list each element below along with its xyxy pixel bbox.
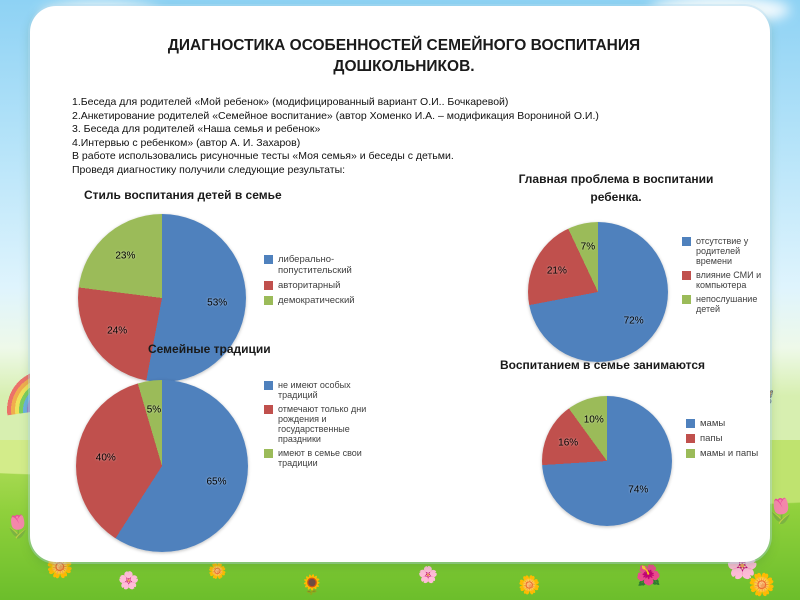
- legend-swatch: [264, 449, 273, 458]
- pie-percent-label: 5%: [146, 404, 162, 416]
- pie-percent-label: 21%: [546, 265, 567, 277]
- legend-swatch: [682, 271, 691, 280]
- legend-label: непослушание детей: [696, 294, 758, 314]
- page-title-line1: ДИАГНОСТИКА ОСОБЕННОСТЕЙ СЕМЕЙНОГО ВОСПИ…: [167, 37, 641, 54]
- legend-swatch: [686, 434, 695, 443]
- chart-legend: либерально-попустительский авторитарный де…: [264, 254, 388, 306]
- flower-icon: 🌸: [418, 567, 438, 584]
- chart-legend: отсутствие у родителей времени влияние СМ…: [682, 236, 768, 314]
- legend-swatch: [264, 255, 273, 264]
- pie-percent-label: 10%: [583, 414, 604, 426]
- legend-label: отмечают только дни рождения и государст…: [278, 404, 367, 444]
- legend-swatch: [682, 295, 691, 304]
- chart-title: Воспитанием в семье занимаются: [500, 358, 706, 372]
- page-title-line2: ДОШКОЛЬНИКОВ.: [333, 57, 475, 75]
- flower-icon: 🌼: [748, 572, 776, 597]
- legend-swatch: [264, 381, 273, 390]
- chart-parenting-style: Стиль воспитания детей в семье 53% 24% 23%…: [68, 186, 408, 382]
- legend-item: влияние СМИ и компьютера: [682, 270, 768, 290]
- chart-family-traditions: Семейные традиции 65% 40% 5% не имеют особ…: [68, 340, 408, 552]
- pie-percent-label: 72%: [623, 315, 644, 327]
- legend-label: отсутствие у родителей времени: [696, 236, 749, 266]
- chart-main-problem: Главная проблема в воспитании ребенка. 7…: [486, 170, 768, 362]
- intro-line: 3. Беседа для родителей «Наша семья и ре…: [72, 123, 321, 135]
- chart-legend: мамы папы мамы и папы: [686, 418, 766, 459]
- flower-icon: 🌼: [208, 563, 227, 580]
- pie-percent-label: 24%: [107, 325, 128, 337]
- pie-percent-label: 53%: [207, 297, 228, 309]
- page-title: ДИАГНОСТИКА ОСОБЕННОСТЕЙ СЕМЕЙНОГО ВОСПИ…: [94, 36, 714, 78]
- chart-title: Главная проблема в воспитании ребенка.: [518, 172, 714, 204]
- chart-legend: не имеют особых традиций отмечают только …: [264, 380, 384, 468]
- pie-percent-label: 16%: [558, 437, 579, 449]
- flower-icon: 🌻: [300, 575, 324, 596]
- pie-percent-label: 7%: [580, 241, 596, 253]
- legend-item: не имеют особых традиций: [264, 380, 384, 400]
- intro-paragraph: 1.Беседа для родителей «Мой ребенок» (мо…: [72, 96, 752, 177]
- pie-parenting-style: 53% 24% 23%: [78, 214, 246, 382]
- chart-who-raises: Воспитанием в семье занимаются 74% 16% 10%…: [486, 356, 766, 546]
- legend-item: имеют в семье свои традиции: [264, 448, 384, 468]
- legend-item: непослушание детей: [682, 294, 768, 314]
- legend-swatch: [264, 405, 273, 414]
- legend-label: демократический: [278, 295, 355, 306]
- pie-percent-label: 65%: [206, 476, 227, 488]
- flower-icon: 🌷: [766, 498, 796, 525]
- legend-label: не имеют особых традиций: [278, 380, 351, 400]
- legend-label: авторитарный: [278, 280, 341, 291]
- intro-line: 2.Анкетирование родителей «Семейное восп…: [72, 109, 599, 122]
- legend-item: папы: [686, 433, 766, 444]
- legend-swatch: [264, 281, 273, 290]
- pie-percent-label: 74%: [628, 484, 649, 496]
- chart-title: Семейные традиции: [148, 342, 271, 356]
- chart-title: Стиль воспитания детей в семье: [84, 188, 282, 202]
- intro-line: Проведя диагностику получили следующие р…: [72, 163, 346, 176]
- legend-label: папы: [700, 433, 723, 444]
- legend-label: мамы и папы: [700, 448, 759, 459]
- intro-line: В работе использовались рисуночные тесты…: [72, 150, 454, 162]
- pie-percent-label: 40%: [95, 452, 116, 464]
- intro-line: 4.Интервью с ребенком» (автор А. И. Заха…: [72, 136, 301, 149]
- pie-family-traditions: 65% 40% 5%: [76, 380, 248, 552]
- pie-main-problem: 72% 21% 7%: [528, 222, 668, 362]
- legend-item: авторитарный: [264, 280, 388, 291]
- legend-label: влияние СМИ и компьютера: [696, 270, 762, 290]
- intro-line: 1.Беседа для родителей «Мой ребенок» (мо…: [72, 96, 509, 108]
- legend-item: отсутствие у родителей времени: [682, 236, 768, 266]
- flower-icon: 🌸: [118, 571, 140, 590]
- legend-item: отмечают только дни рождения и государст…: [264, 404, 384, 444]
- legend-swatch: [264, 296, 273, 305]
- legend-label: имеют в семье свои традиции: [278, 448, 362, 468]
- legend-swatch: [682, 237, 691, 246]
- legend-swatch: [686, 419, 695, 428]
- flower-icon: 🌷: [4, 514, 32, 539]
- legend-item: демократический: [264, 295, 388, 306]
- flower-icon: 🌺: [636, 565, 661, 587]
- flower-icon: 🌼: [518, 575, 541, 595]
- legend-label: либерально-попустительский: [278, 254, 352, 276]
- legend-item: мамы и папы: [686, 448, 766, 459]
- legend-label: мамы: [700, 418, 726, 429]
- slide-card: ДИАГНОСТИКА ОСОБЕННОСТЕЙ СЕМЕЙНОГО ВОСПИ…: [30, 6, 770, 562]
- legend-item: либерально-попустительский: [264, 254, 388, 276]
- pie-percent-label: 23%: [115, 250, 136, 262]
- legend-item: мамы: [686, 418, 766, 429]
- pie-who-raises: 74% 16% 10%: [542, 396, 672, 526]
- legend-swatch: [686, 449, 695, 458]
